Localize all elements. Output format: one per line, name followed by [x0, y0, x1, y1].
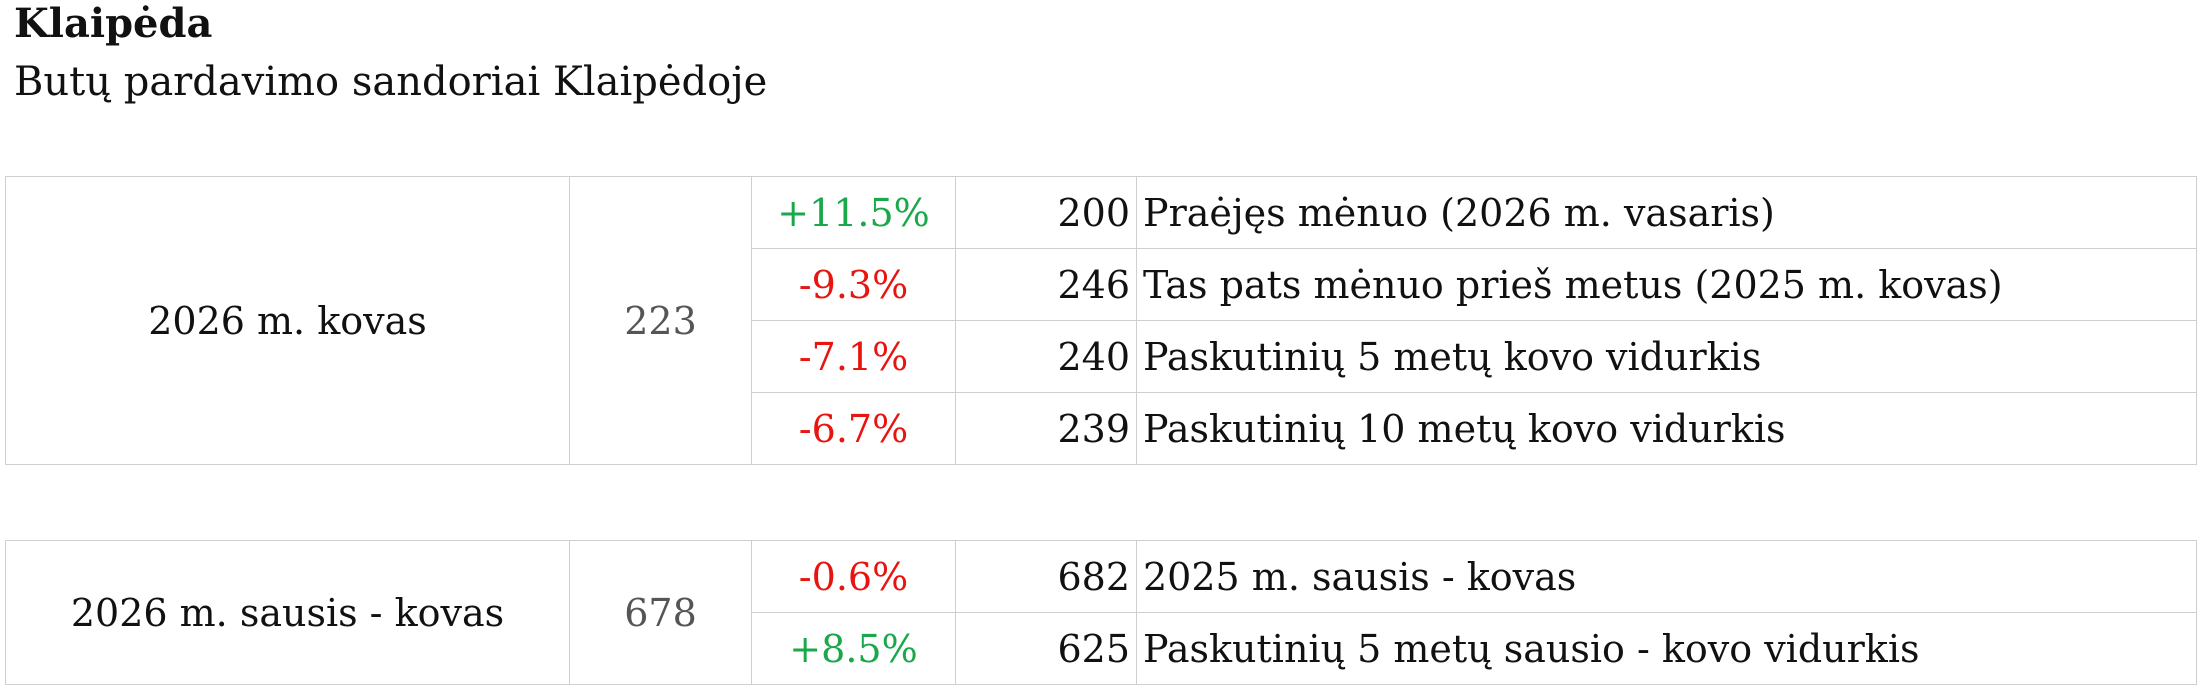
- change-cell: -0.6%: [751, 540, 956, 613]
- value-cell: 678: [569, 540, 752, 685]
- label-cell: Tas pats mėnuo prieš metus (2025 m. kova…: [1136, 248, 2197, 321]
- base-cell: 246: [955, 248, 1137, 321]
- value-cell: 223: [569, 176, 752, 465]
- change-cell: -7.1%: [751, 320, 956, 393]
- table-body: 2026 m. kovas 223 +11.5% 200 Praėjęs mėnuo (…: [5, 176, 2197, 465]
- label-cell: Paskutinių 10 metų kovo vidurkis: [1136, 392, 2197, 465]
- change-cell: +8.5%: [751, 612, 956, 685]
- table-row: +8.5% 625 Paskutinių 5 metų sausio - kovo …: [6, 612, 2197, 685]
- summary-table: 2026 m. kovas 223 +11.5% 200 Praėjęs mėnuo (…: [5, 176, 2197, 465]
- base-cell: 200: [955, 176, 1137, 249]
- label-cell: Paskutinių 5 metų sausio - kovo vidurkis: [1136, 612, 2197, 685]
- summary-table: 2026 m. sausis - kovas 678 -0.6% 682 2025 m.…: [5, 540, 2197, 685]
- label-cell: Paskutinių 5 metų kovo vidurkis: [1136, 320, 2197, 393]
- change-cell: -6.7%: [751, 392, 956, 465]
- subtitle: Butų pardavimo sandoriai Klaipėdoje: [14, 59, 768, 105]
- base-cell: 625: [955, 612, 1137, 685]
- table-row: -6.7% 239 Paskutinių 10 metų kovo vidurkis: [6, 392, 2197, 465]
- title: Klaipėda: [14, 0, 213, 47]
- base-cell: 682: [955, 540, 1137, 613]
- table-row: 2026 m. sausis - kovas 678 -0.6% 682 2025 m.…: [5, 540, 2197, 685]
- table-row: 2026 m. kovas 223 +11.5% 200 Praėjęs mėnuo (…: [5, 176, 2197, 465]
- base-cell: 239: [955, 392, 1137, 465]
- table-row: -7.1% 240 Paskutinių 5 metų kovo vidurkis: [6, 320, 2197, 393]
- change-cell: -9.3%: [751, 248, 956, 321]
- period-cell: 2026 m. sausis - kovas: [5, 540, 570, 685]
- table-row: -9.3% 246 Tas pats mėnuo prieš metus (2025…: [6, 248, 2197, 321]
- label-cell: 2025 m. sausis - kovas: [1136, 540, 2197, 613]
- period-cell: 2026 m. kovas: [5, 176, 570, 465]
- table-body: 2026 m. sausis - kovas 678 -0.6% 682 2025 m.…: [5, 540, 2197, 685]
- base-cell: 240: [955, 320, 1137, 393]
- change-cell: +11.5%: [751, 176, 956, 249]
- label-cell: Praėjęs mėnuo (2026 m. vasaris): [1136, 176, 2197, 249]
